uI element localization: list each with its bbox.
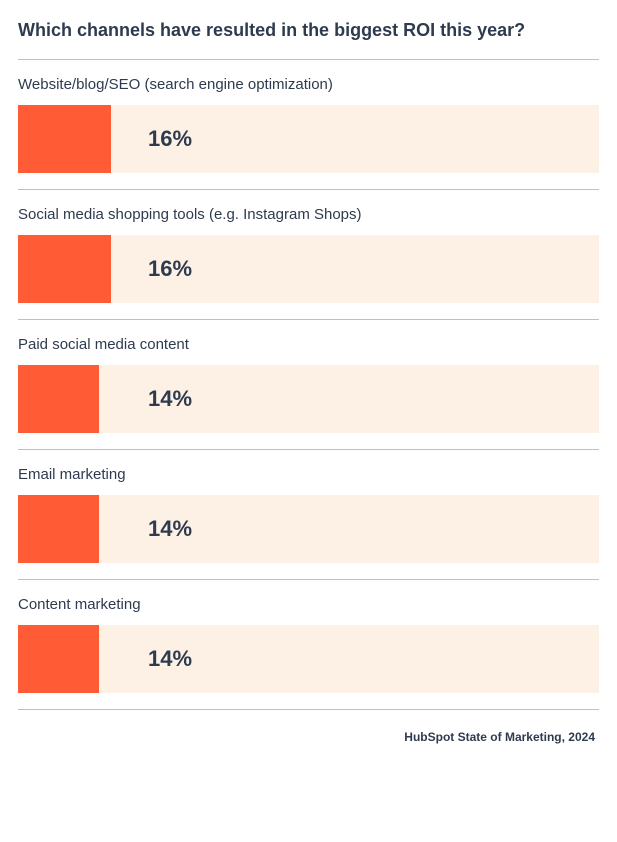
- chart-row: Social media shopping tools (e.g. Instag…: [18, 189, 599, 319]
- bar-wrap: 14%: [18, 625, 599, 693]
- bar-fill: [18, 495, 99, 563]
- bar-wrap: 14%: [18, 495, 599, 563]
- bar-label: Website/blog/SEO (search engine optimiza…: [18, 76, 599, 93]
- chart-row: Website/blog/SEO (search engine optimiza…: [18, 59, 599, 189]
- bar-wrap: 16%: [18, 105, 599, 173]
- bar-value: 16%: [148, 126, 192, 152]
- bar-label: Social media shopping tools (e.g. Instag…: [18, 206, 599, 223]
- bar-label: Content marketing: [18, 596, 599, 613]
- chart-row: Paid social media content 14%: [18, 319, 599, 449]
- bar-background: [18, 365, 599, 433]
- bar-label: Email marketing: [18, 466, 599, 483]
- chart-rows: Website/blog/SEO (search engine optimiza…: [18, 59, 599, 710]
- bar-value: 16%: [148, 256, 192, 282]
- bar-fill: [18, 105, 111, 173]
- bar-fill: [18, 235, 111, 303]
- chart-row: Email marketing 14%: [18, 449, 599, 579]
- bar-label: Paid social media content: [18, 336, 599, 353]
- chart-row: Content marketing 14%: [18, 579, 599, 710]
- bar-value: 14%: [148, 386, 192, 412]
- bar-fill: [18, 365, 99, 433]
- bar-wrap: 14%: [18, 365, 599, 433]
- bar-value: 14%: [148, 516, 192, 542]
- bar-value: 14%: [148, 646, 192, 672]
- bar-fill: [18, 625, 99, 693]
- chart-title: Which channels have resulted in the bigg…: [18, 20, 599, 41]
- bar-wrap: 16%: [18, 235, 599, 303]
- bar-background: [18, 625, 599, 693]
- bar-background: [18, 495, 599, 563]
- source-footer: HubSpot State of Marketing, 2024: [18, 730, 599, 744]
